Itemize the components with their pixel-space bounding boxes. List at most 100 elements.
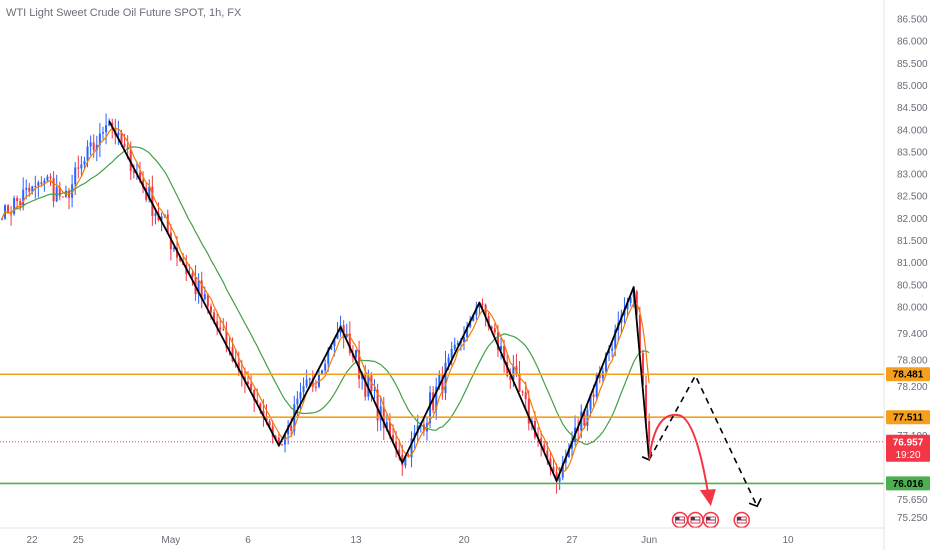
dashed-projection-arrow-head (748, 497, 762, 508)
candle-body (280, 444, 283, 446)
candle-body (305, 379, 308, 387)
fast-moving-average-line (1, 127, 650, 473)
candle-body (203, 294, 206, 300)
bar-countdown-label: 19:20 (895, 450, 920, 461)
price-tick-label: 85.500 (897, 59, 928, 70)
slow-moving-average-line (1, 146, 650, 446)
candle-body (299, 392, 302, 399)
candle-body (373, 389, 376, 391)
candle-body (172, 247, 175, 250)
candle-body (422, 424, 425, 432)
candle-body (463, 337, 465, 343)
candle-body (466, 326, 469, 338)
candle-body (290, 425, 293, 431)
us-flag-icon[interactable] (733, 511, 750, 529)
candle-body (129, 149, 132, 172)
candle-body (515, 366, 518, 374)
candle-body (1, 218, 3, 220)
support-price-label: 76.016 (893, 479, 924, 490)
candle-body (456, 342, 459, 345)
resistance-lower-price-tag (886, 410, 930, 425)
candle-body (123, 143, 126, 147)
candle-body (265, 416, 268, 422)
us-flag-icon[interactable] (702, 511, 720, 529)
candle-body (22, 189, 25, 206)
time-tick-label: Jun (641, 535, 657, 546)
candle-body (342, 325, 345, 338)
candle-body (527, 399, 530, 424)
time-tick-label: 6 (245, 535, 251, 546)
support-price-tag (886, 476, 930, 491)
candle-body (364, 374, 367, 397)
candle-body (469, 320, 472, 327)
candle-body (16, 198, 19, 202)
flag-canton (690, 517, 695, 520)
candle-body (200, 280, 203, 300)
chart-title: WTI Light Sweet Crude Oil Future SPOT, 1… (6, 7, 242, 19)
candle-body (139, 172, 141, 180)
candle-body (388, 422, 391, 436)
resistance-upper-price-tag (886, 367, 930, 382)
candle-body (598, 373, 601, 379)
candle-body (206, 294, 209, 307)
resistance-lower-price-label: 77.511 (893, 413, 923, 424)
candle-body (148, 186, 151, 200)
candle-body (608, 350, 611, 354)
candle-body (10, 213, 13, 215)
candle-body (52, 178, 55, 202)
flag-canton (675, 517, 680, 520)
candle-body (46, 176, 49, 181)
candle-body (154, 213, 157, 216)
candle-body (169, 232, 172, 250)
candle-body (333, 338, 336, 347)
candle-body (626, 302, 629, 310)
candle-body (648, 421, 651, 443)
red-projection-curve (648, 413, 709, 493)
time-tick-label: 25 (73, 535, 85, 546)
candle-body (487, 315, 490, 327)
candle-body (552, 466, 555, 473)
candle-body (37, 182, 40, 186)
candle-body (358, 350, 361, 379)
candle-body (268, 421, 271, 427)
price-tick-label: 81.000 (897, 258, 928, 269)
candle-body (435, 386, 438, 411)
candle-body (179, 257, 182, 261)
candle-body (348, 333, 351, 354)
candle-body (567, 448, 570, 458)
price-tick-label: 80.500 (897, 280, 928, 291)
candle-body (376, 389, 379, 421)
candle-body (555, 472, 558, 482)
time-tick-label: 27 (566, 535, 578, 546)
candle-body (546, 450, 549, 459)
candle-body (160, 216, 163, 220)
candle-body (225, 330, 228, 348)
time-axis[interactable]: 22 25 May 6 13 20 27 Jun 10 (26, 535, 794, 546)
candle-body (213, 312, 216, 322)
us-flag-icon[interactable] (687, 511, 704, 529)
candle-body (558, 477, 561, 482)
candle-body (259, 403, 262, 411)
candle-body (231, 347, 234, 362)
candle-body (493, 328, 496, 333)
current-price-tag (886, 434, 930, 462)
candle-body (126, 146, 129, 150)
event-markers[interactable] (671, 511, 750, 529)
candle-body (317, 374, 320, 387)
price-tick-label: 84.500 (897, 103, 928, 114)
candle-body (80, 164, 83, 169)
us-flag-icon[interactable] (671, 511, 689, 529)
time-tick-label: 10 (782, 535, 794, 546)
candle-body (237, 361, 240, 371)
candle-body (549, 458, 552, 467)
candle-body (49, 176, 52, 179)
time-tick-label: 13 (350, 535, 362, 546)
candle-body (95, 144, 98, 151)
candle-body (385, 422, 388, 428)
candle-body (478, 303, 481, 308)
candle-body (262, 410, 265, 417)
candle-body (524, 392, 527, 400)
candle-body (481, 303, 484, 305)
price-tick-label: 75.250 (897, 513, 928, 524)
